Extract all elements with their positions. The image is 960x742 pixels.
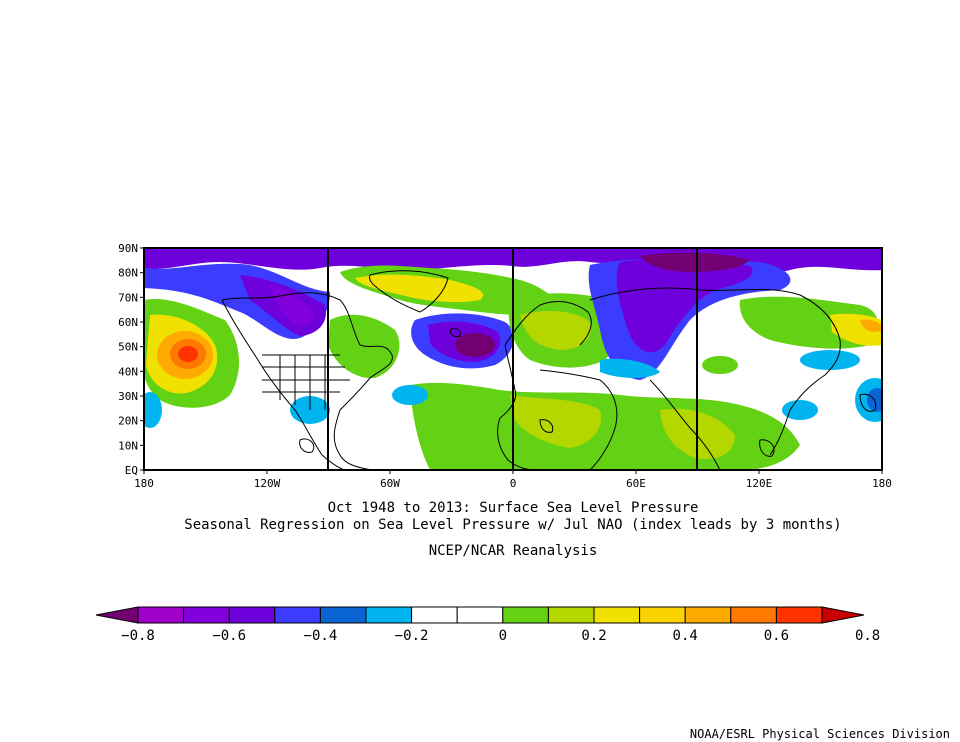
title-line-3: NCEP/NCAR Reanalysis [429,543,598,559]
map-panel: 90N 80N 70N 60N 50N 40N 30N 20N 10N EQ 180 120W 60W… [118,242,892,490]
colorbar-label: −0.2 [395,628,429,644]
lon-label: 60E [626,477,646,490]
lon-label: 0 [510,477,517,490]
lat-label: 50N [118,341,138,354]
lon-label: 180 [872,477,892,490]
colorbar-arrow-min [95,606,139,624]
lat-label: 30N [118,390,138,403]
colorbar-swatch [319,606,367,624]
colorbar-swatch [365,606,413,624]
lat-label: 10N [118,439,138,452]
colorbar: −0.8 −0.6 −0.4 −0.2 0 0.2 0.4 0.6 0.8 [95,606,880,644]
colorbar-label: 0.2 [581,628,606,644]
longitude-axis: 180 120W 60W 0 60E 120E 180 [134,470,892,490]
lat-label: EQ [125,464,138,477]
colorbar-swatch [547,606,595,624]
colorbar-swatch [274,606,321,624]
colorbar-swatch [456,606,504,624]
colorbar-label: 0.4 [673,628,698,644]
colorbar-label: −0.4 [304,628,338,644]
lon-label: 120W [254,477,281,490]
colorbar-swatch [639,606,686,624]
lat-label: 40N [118,365,138,378]
title-line-1: Oct 1948 to 2013: Surface Sea Level Pres… [328,500,699,516]
lat-label: 80N [118,267,138,280]
colorbar-label: −0.8 [121,628,155,644]
lon-label: 60W [380,477,400,490]
colorbar-arrow-max [821,606,865,624]
title-line-2: Seasonal Regression on Sea Level Pressur… [184,517,841,533]
latitude-axis: 90N 80N 70N 60N 50N 40N 30N 20N 10N EQ [118,242,144,477]
lat-label: 60N [118,316,138,329]
colorbar-label: 0 [499,628,507,644]
field-shading [144,248,882,470]
colorbar-label: 0.6 [764,628,789,644]
colorbar-swatch [593,606,641,624]
coastlines [221,270,877,470]
colorbar-label: −0.6 [212,628,246,644]
colorbar-swatch [137,606,185,624]
colorbar-swatch [775,606,823,624]
lat-label: 90N [118,242,138,255]
colorbar-swatch [684,606,732,624]
colorbar-swatch [228,606,276,624]
credit-text: NOAA/ESRL Physical Sciences Division [690,727,950,741]
lat-label: 20N [118,415,138,428]
lat-label: 70N [118,291,138,304]
lon-label: 180 [134,477,154,490]
lon-label: 120E [746,477,773,490]
colorbar-swatch [730,606,777,624]
colorbar-swatch [502,606,549,624]
colorbar-label: 0.8 [855,628,880,644]
colorbar-swatch [411,606,458,624]
colorbar-swatch [183,606,230,624]
